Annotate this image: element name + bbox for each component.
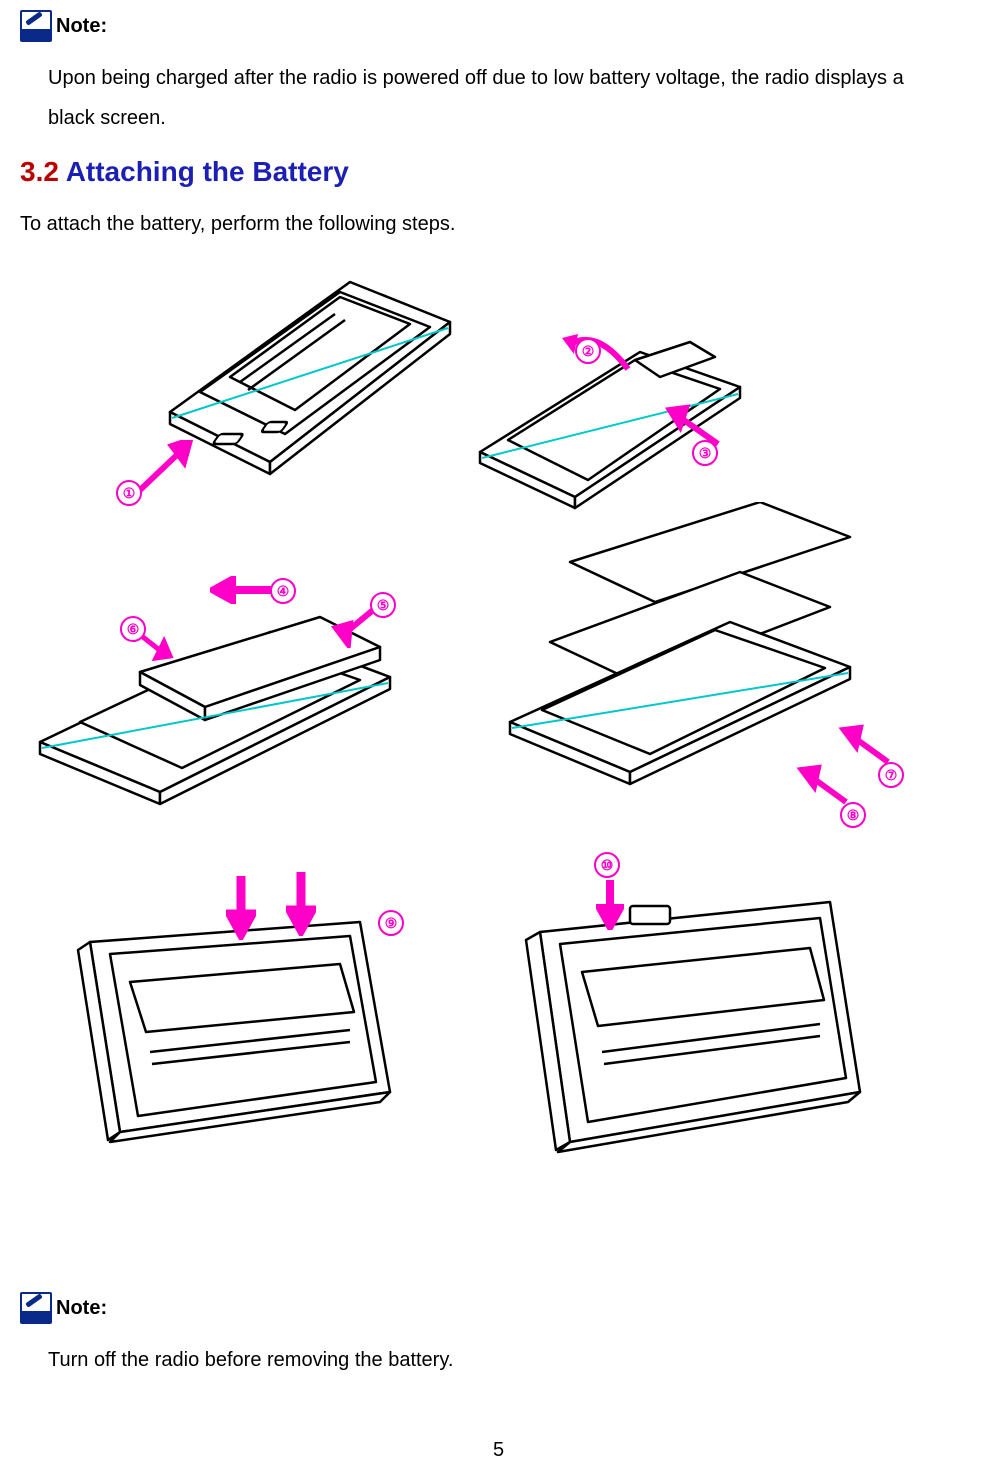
note-bottom-text: Turn off the radio before removing the b… <box>48 1340 937 1380</box>
section-heading: 3.2 Attaching the Battery <box>20 156 937 188</box>
pencil-note-icon <box>20 1292 52 1324</box>
callout-8: ⑧ <box>840 802 866 828</box>
note-label: Note: <box>56 15 107 38</box>
note-bottom: Note: <box>20 1292 937 1324</box>
callout-10: ⑩ <box>594 852 620 878</box>
arrow-10 <box>596 876 624 930</box>
callout-4: ④ <box>270 578 296 604</box>
callout-5: ⑤ <box>370 592 396 618</box>
callout-1: ① <box>116 480 142 506</box>
section-title: Attaching the Battery <box>66 156 349 187</box>
page-number: 5 <box>0 1439 997 1462</box>
note-top: Note: <box>20 10 937 42</box>
pencil-note-icon <box>20 10 52 42</box>
arrow-2 <box>558 324 648 384</box>
callout-6: ⑥ <box>120 616 146 642</box>
callout-7: ⑦ <box>878 762 904 788</box>
arrow-9b <box>286 866 316 936</box>
callout-2: ② <box>575 338 601 364</box>
callout-3: ③ <box>692 440 718 466</box>
note-label-bottom: Note: <box>56 1297 107 1320</box>
figure-panel-4 <box>480 502 880 802</box>
callout-9: ⑨ <box>378 910 404 936</box>
arrow-9a <box>226 870 256 940</box>
section-number: 3.2 <box>20 156 59 187</box>
figure-panel-6 <box>490 852 890 1162</box>
section-intro: To attach the battery, perform the follo… <box>20 204 937 244</box>
note-top-text: Upon being charged after the radio is po… <box>48 58 937 138</box>
figure-area: ① ② <box>20 262 937 1282</box>
